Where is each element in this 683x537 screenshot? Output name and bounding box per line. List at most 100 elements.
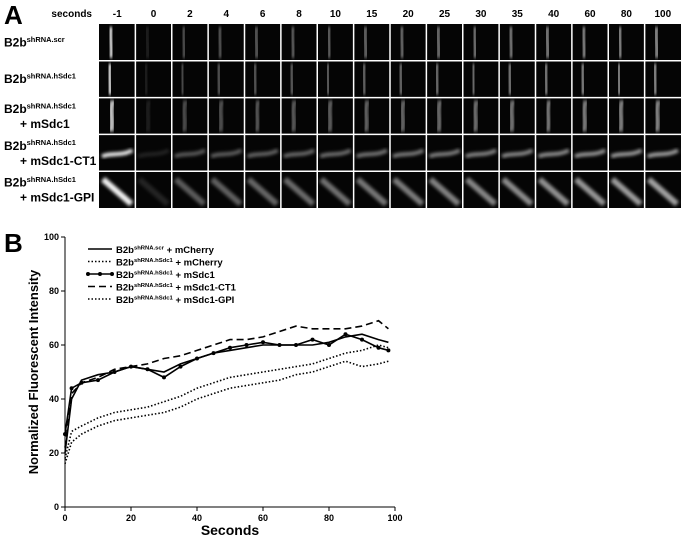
image-grid <box>99 24 681 208</box>
cell-signal <box>107 63 113 95</box>
cell-signal <box>435 26 441 59</box>
label-sup: shRNA.hSdc1 <box>27 101 76 110</box>
row-label-line2: + mSdc1 <box>20 117 70 131</box>
cell-signal <box>646 176 679 207</box>
cell-signal <box>400 99 406 132</box>
cell-signal <box>137 176 170 207</box>
series-line <box>64 333 389 435</box>
timepoint-label: 20 <box>403 9 415 20</box>
label-rest: + mCherry <box>173 258 224 269</box>
y-axis-label: Normalized Fluorescent Intensity <box>26 269 41 474</box>
cell-signal <box>618 99 625 132</box>
series-line <box>64 333 389 454</box>
label-base: B2b <box>4 72 27 86</box>
cell-signal <box>108 26 114 59</box>
cell-signal <box>580 63 586 95</box>
y-tick-label: 100 <box>44 232 59 242</box>
series-marker <box>178 364 183 369</box>
x-tick-label: 40 <box>192 513 202 523</box>
legend-entry: B2bshRNA.hSdc1 + mSdc1-CT1 <box>116 283 237 294</box>
cell-signal <box>581 99 588 132</box>
label-sup: shRNA.hSdc1 <box>134 283 174 289</box>
cell-signal <box>464 148 498 159</box>
cell-signal <box>326 26 332 59</box>
series-marker <box>145 367 150 372</box>
chart: 0 20 40 60 80 100 0 20 40 60 80 100 Seconds Normalize… <box>26 232 403 537</box>
series-marker <box>96 378 100 383</box>
cell-signal <box>216 63 222 95</box>
row-label: B2bshRNA.hSdc1 <box>4 175 76 190</box>
series-marker <box>228 345 232 350</box>
cell-signal <box>434 63 440 95</box>
cell-signal <box>544 26 551 59</box>
cell-signal <box>283 148 316 159</box>
series-marker <box>69 386 74 391</box>
cell-signal <box>246 148 279 159</box>
cell-signal <box>355 148 388 159</box>
cell-signal <box>145 99 152 132</box>
cell-signal <box>218 99 225 132</box>
timepoint-label: 4 <box>224 9 230 20</box>
cell-signal <box>537 148 570 159</box>
cell-signal <box>501 176 534 207</box>
cell-signal <box>210 176 243 207</box>
cell-signal <box>574 148 607 159</box>
cell-signal <box>252 63 258 95</box>
cell-signal <box>137 148 170 159</box>
series-marker <box>294 343 298 347</box>
row-label: B2bshRNA.hSdc1 <box>4 138 76 153</box>
series-line <box>64 319 389 448</box>
legend-entry: B2bshRNA.hSdc1 + mSdc1-GPI <box>116 295 234 306</box>
row-label: B2bshRNA.scr <box>4 35 65 50</box>
timepoint-label: 25 <box>439 9 451 20</box>
label-rest: + mSdc1-CT1 <box>173 283 237 294</box>
cell-signal <box>581 26 587 59</box>
timepoint-label: 2 <box>187 9 193 20</box>
series-marker <box>360 337 364 342</box>
x-tick-label: 80 <box>324 513 334 523</box>
cell-signal <box>181 99 188 132</box>
cell-signal <box>254 99 261 132</box>
row-labels: B2bshRNA.scrB2bshRNA.hSdc1B2bshRNA.hSdc1… <box>4 35 97 205</box>
label-base: B2b <box>4 35 27 49</box>
series-marker <box>162 375 166 380</box>
cell-signal <box>537 176 570 207</box>
cell-signal <box>319 176 352 207</box>
timepoint-label: 10 <box>330 9 342 20</box>
cell-signal <box>573 176 607 207</box>
row-label-line2: + mSdc1-CT1 <box>20 154 97 168</box>
cell-signal <box>173 176 207 207</box>
label-rest: + mCherry <box>164 245 215 256</box>
legend-entry: B2bshRNA.scr + mCherry <box>116 245 215 256</box>
cell-signal <box>173 148 207 159</box>
row-label: B2bshRNA.hSdc1 <box>4 101 76 116</box>
cell-signal <box>109 99 115 132</box>
y-tick-label: 40 <box>49 394 59 404</box>
label-base: B2b <box>116 245 134 256</box>
legend-marker <box>110 272 114 276</box>
series-marker <box>310 337 315 342</box>
timepoint-label: 80 <box>621 9 633 20</box>
label-sup: shRNA.scr <box>134 245 165 251</box>
time-label: seconds <box>51 9 92 20</box>
y-tick-label: 20 <box>49 448 59 458</box>
label-rest: + mSdc1-GPI <box>173 295 235 306</box>
cell-signal <box>654 99 661 132</box>
x-tick-label: 0 <box>62 513 67 523</box>
timepoint-label: 6 <box>260 9 266 20</box>
cell-signal <box>363 26 369 59</box>
series-line <box>64 344 389 459</box>
cell-signal <box>325 63 331 95</box>
legend-marker <box>86 272 90 276</box>
timepoint-label: 40 <box>548 9 560 20</box>
legend-entry: B2bshRNA.hSdc1 + mCherry <box>116 258 223 269</box>
label-sup: shRNA.hSdc1 <box>134 258 174 264</box>
series-marker <box>386 348 391 353</box>
cell-signal <box>289 63 295 95</box>
label-base: B2b <box>116 283 134 294</box>
y-tick-label: 60 <box>49 340 59 350</box>
cell-signal <box>392 148 425 159</box>
cell-signal <box>507 63 513 95</box>
panel-label: A <box>4 0 23 30</box>
